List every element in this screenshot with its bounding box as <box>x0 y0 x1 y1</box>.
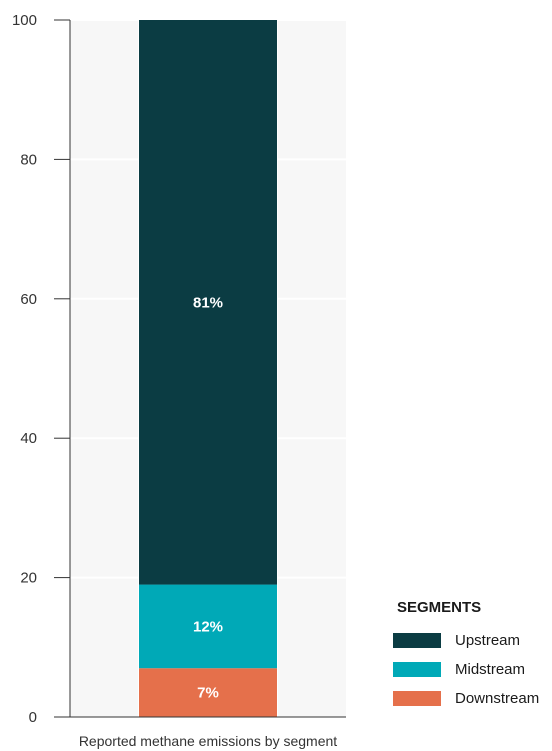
bar-stack: 7% 12% 81% <box>139 20 277 717</box>
legend-swatch-midstream <box>393 662 441 677</box>
x-axis: Reported methane emissions by segment <box>70 716 346 749</box>
y-tick-label-60: 60 <box>20 291 37 308</box>
data-label-upstream: 81% <box>193 294 223 311</box>
y-tick-label-40: 40 <box>20 430 37 447</box>
y-tick-label-0: 0 <box>29 709 37 726</box>
bar-segment-midstream <box>139 584 277 669</box>
y-tick-label-100: 100 <box>12 12 37 29</box>
data-label-downstream: 7% <box>197 685 219 702</box>
y-tick-label-20: 20 <box>20 570 37 587</box>
legend: SEGMENTS Upstream Midstream Downstream <box>393 599 539 707</box>
bar-segment-upstream <box>139 20 277 585</box>
x-category-label: Reported methane emissions by segment <box>79 733 337 749</box>
legend-label-upstream: Upstream <box>455 632 520 649</box>
y-tick-label-80: 80 <box>20 151 37 168</box>
legend-swatch-upstream <box>393 633 441 648</box>
legend-label-midstream: Midstream <box>455 661 525 678</box>
bar-segment-downstream <box>139 668 277 717</box>
legend-swatch-downstream <box>393 691 441 706</box>
data-label-midstream: 12% <box>193 618 223 635</box>
legend-title: SEGMENTS <box>397 599 481 616</box>
y-axis: 0 20 40 60 80 100 <box>12 12 71 726</box>
legend-label-downstream: Downstream <box>455 690 539 707</box>
